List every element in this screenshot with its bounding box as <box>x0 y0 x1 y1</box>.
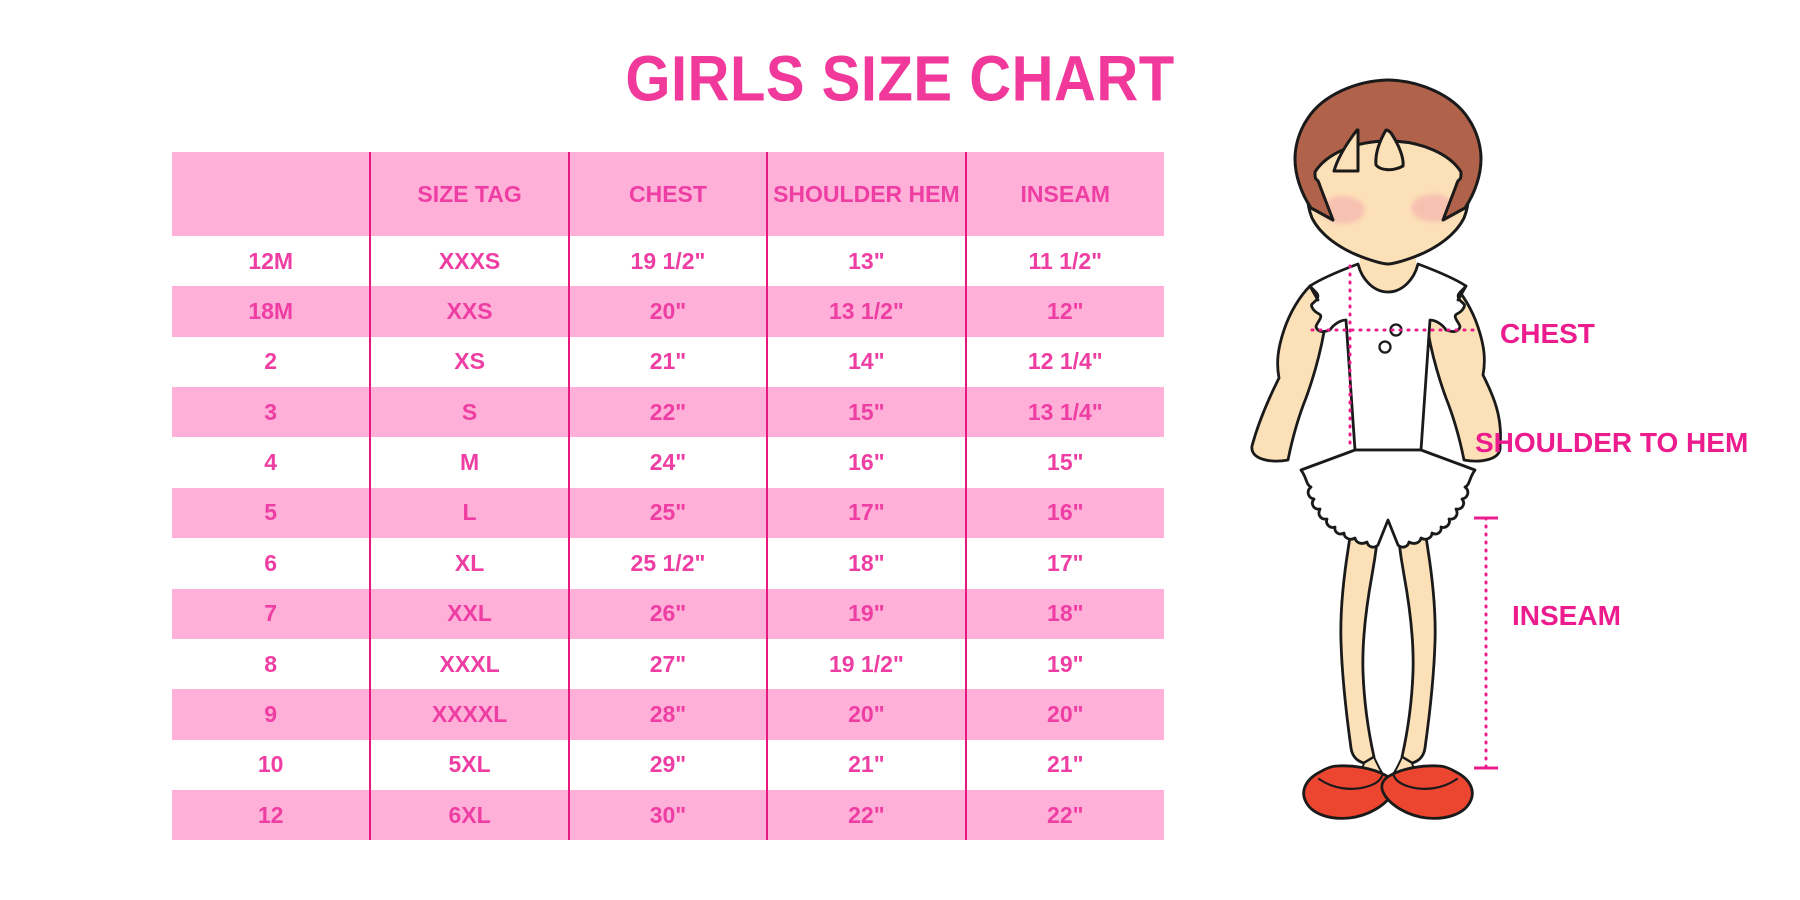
svg-text:CHEST: CHEST <box>1500 318 1595 349</box>
svg-text:INSEAM: INSEAM <box>1512 600 1621 631</box>
svg-text:SHOULDER TO HEM: SHOULDER TO HEM <box>1475 427 1748 458</box>
